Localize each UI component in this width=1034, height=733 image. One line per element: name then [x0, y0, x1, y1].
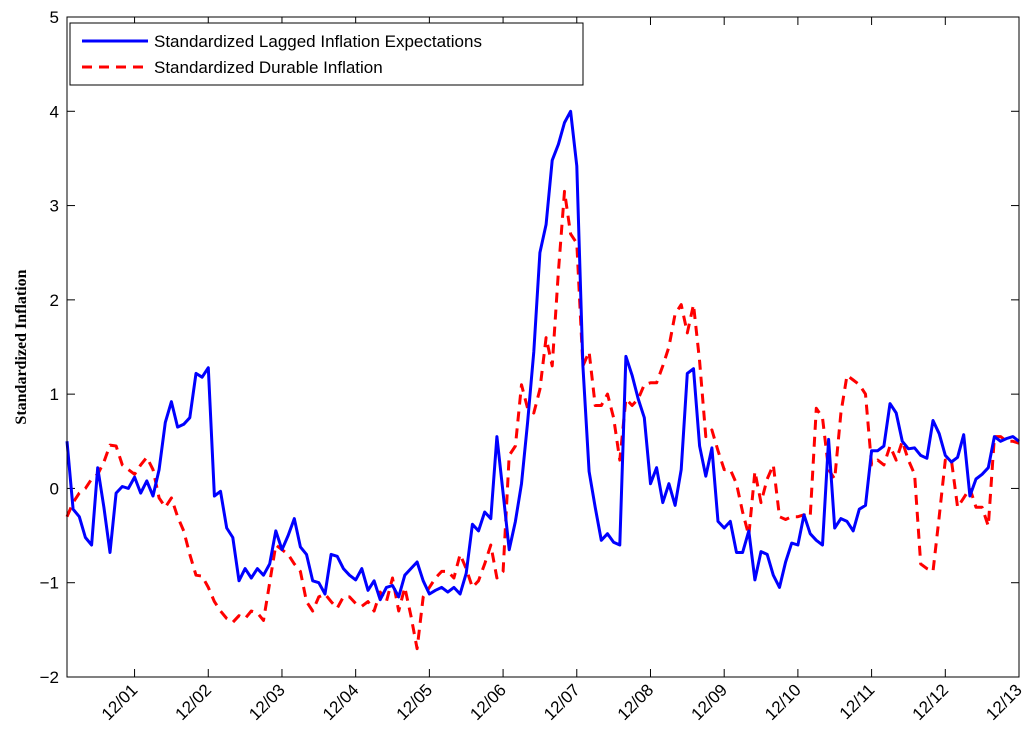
- x-tick-label: 12/09: [687, 680, 731, 724]
- x-tick-label: 12/08: [614, 680, 658, 724]
- y-tick-label: 2: [50, 291, 59, 310]
- legend-label: Standardized Durable Inflation: [154, 58, 383, 77]
- y-axis-label: Standardized Inflation: [13, 269, 30, 424]
- x-tick-label: 12/01: [98, 680, 142, 724]
- data-line: [65, 189, 1020, 651]
- x-tick-label: 12/04: [319, 680, 363, 724]
- y-tick-label: −1: [40, 574, 59, 593]
- x-tick-label: 12/05: [393, 680, 437, 724]
- x-tick-label: 12/13: [982, 680, 1026, 724]
- x-tick-label: 12/02: [172, 680, 216, 724]
- x-tick-label: 12/06: [466, 680, 510, 724]
- x-tick-label: 12/11: [836, 680, 879, 723]
- y-tick-label: −2: [40, 668, 59, 687]
- y-tick-label: 3: [50, 197, 59, 216]
- y-tick-label: 1: [50, 385, 59, 404]
- data-line: [65, 109, 1020, 602]
- legend-label: Standardized Lagged Inflation Expectatio…: [154, 32, 482, 51]
- y-tick-label: 5: [50, 8, 59, 27]
- legend-box: [69, 22, 584, 86]
- x-tick-label: 12/10: [761, 680, 805, 724]
- plot-frame: [66, 16, 1020, 678]
- x-tick-label: 12/12: [909, 680, 953, 724]
- x-tick-label: 12/07: [540, 680, 584, 724]
- y-tick-label: 0: [50, 479, 59, 498]
- x-tick-label: 12/03: [245, 680, 289, 724]
- y-tick-label: 4: [50, 102, 59, 121]
